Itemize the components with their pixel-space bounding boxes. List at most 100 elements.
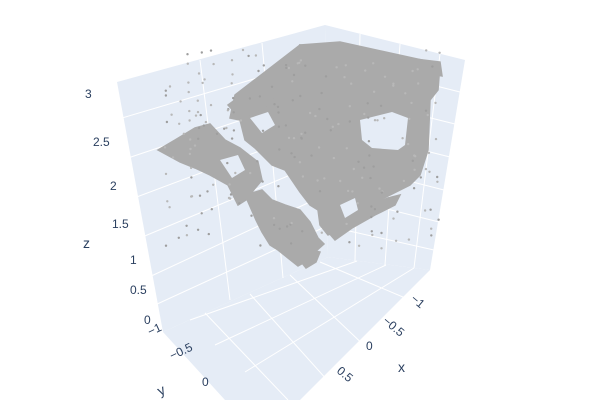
z-tick-1: 1 [130,253,137,267]
point-marker [200,212,203,215]
point-marker [368,154,371,157]
point-marker [406,142,410,146]
point-marker [350,82,353,85]
x-tick-neg1: −1 [408,292,428,312]
point-marker [351,190,354,193]
point-marker [259,244,262,247]
x-tick-0: 0 [366,339,373,353]
point-marker [416,68,419,71]
y-tick-0: 0 [202,375,209,389]
point-marker [331,125,334,128]
point-marker [298,161,302,164]
point-marker [363,112,366,116]
z-tick-1.5: 1.5 [112,217,129,231]
point-marker [438,51,441,54]
point-marker [411,69,414,73]
point-marker [427,151,431,155]
point-marker [278,148,281,151]
point-marker [320,231,323,234]
point-marker [380,231,383,235]
point-marker [226,161,229,165]
point-marker [344,64,347,67]
point-marker [326,117,329,121]
point-marker [287,136,291,140]
point-marker [352,167,355,171]
point-marker [345,147,348,150]
point-marker [367,140,371,143]
point-marker [378,187,381,190]
point-marker [212,183,215,186]
point-marker [249,171,252,175]
point-marker [231,73,234,76]
point-marker [166,200,169,203]
point-cloud-region-1 [298,44,443,77]
point-marker [228,183,231,186]
point-marker [197,137,200,140]
point-marker [189,147,192,151]
point-marker [247,54,250,58]
point-marker [323,177,326,180]
point-marker [277,125,281,128]
point-marker [356,202,359,205]
point-marker [348,241,351,244]
point-cloud-gap-1 [250,112,275,133]
point-marker [337,122,340,126]
point-marker [188,109,191,113]
point-marker [357,160,360,163]
point-marker [182,132,186,135]
point-marker [270,85,274,89]
point-marker [380,191,384,194]
point-marker [425,49,428,52]
point-cloud-region-5 [226,87,278,119]
point-marker [230,82,233,85]
point-marker [430,227,433,230]
point-marker [436,175,439,179]
point-marker [292,137,296,140]
point-marker [308,111,312,115]
point-marker [436,180,439,183]
point-marker [413,168,416,171]
point-marker [373,208,377,211]
point-marker [284,63,288,67]
point-marker [343,76,346,79]
point-marker [178,122,181,126]
point-marker [189,138,192,141]
point-marker [190,176,193,179]
x-tick-0.5: 0.5 [334,364,356,386]
point-marker [301,175,305,178]
point-cloud [156,41,443,269]
point-marker [291,99,294,102]
point-marker [299,59,303,62]
point-cloud-gap-0 [360,112,408,150]
point-marker [369,176,372,180]
z-tick-3: 3 [85,87,92,101]
point-marker [396,210,399,213]
point-marker [198,194,202,197]
point-marker [164,172,168,176]
floor-pane [163,257,430,400]
point-marker [171,156,175,159]
point-marker [185,224,188,227]
point-marker [250,214,253,217]
point-marker [370,215,373,219]
point-marker [238,202,241,205]
point-marker [186,62,189,65]
point-marker [287,66,291,70]
point-marker [194,114,198,117]
point-marker [223,127,226,130]
point-marker [407,238,411,241]
point-marker [370,230,373,233]
point-marker [200,51,203,54]
point-marker [411,159,414,162]
point-cloud-region-7 [326,193,402,242]
z-tick-2: 2 [110,179,117,193]
point-marker [196,110,200,114]
point-marker [193,144,197,147]
point-marker [257,69,260,73]
point-marker [278,227,281,230]
point-marker [361,176,364,179]
point-marker [332,156,336,160]
point-marker [199,113,202,117]
point-marker [241,48,245,52]
